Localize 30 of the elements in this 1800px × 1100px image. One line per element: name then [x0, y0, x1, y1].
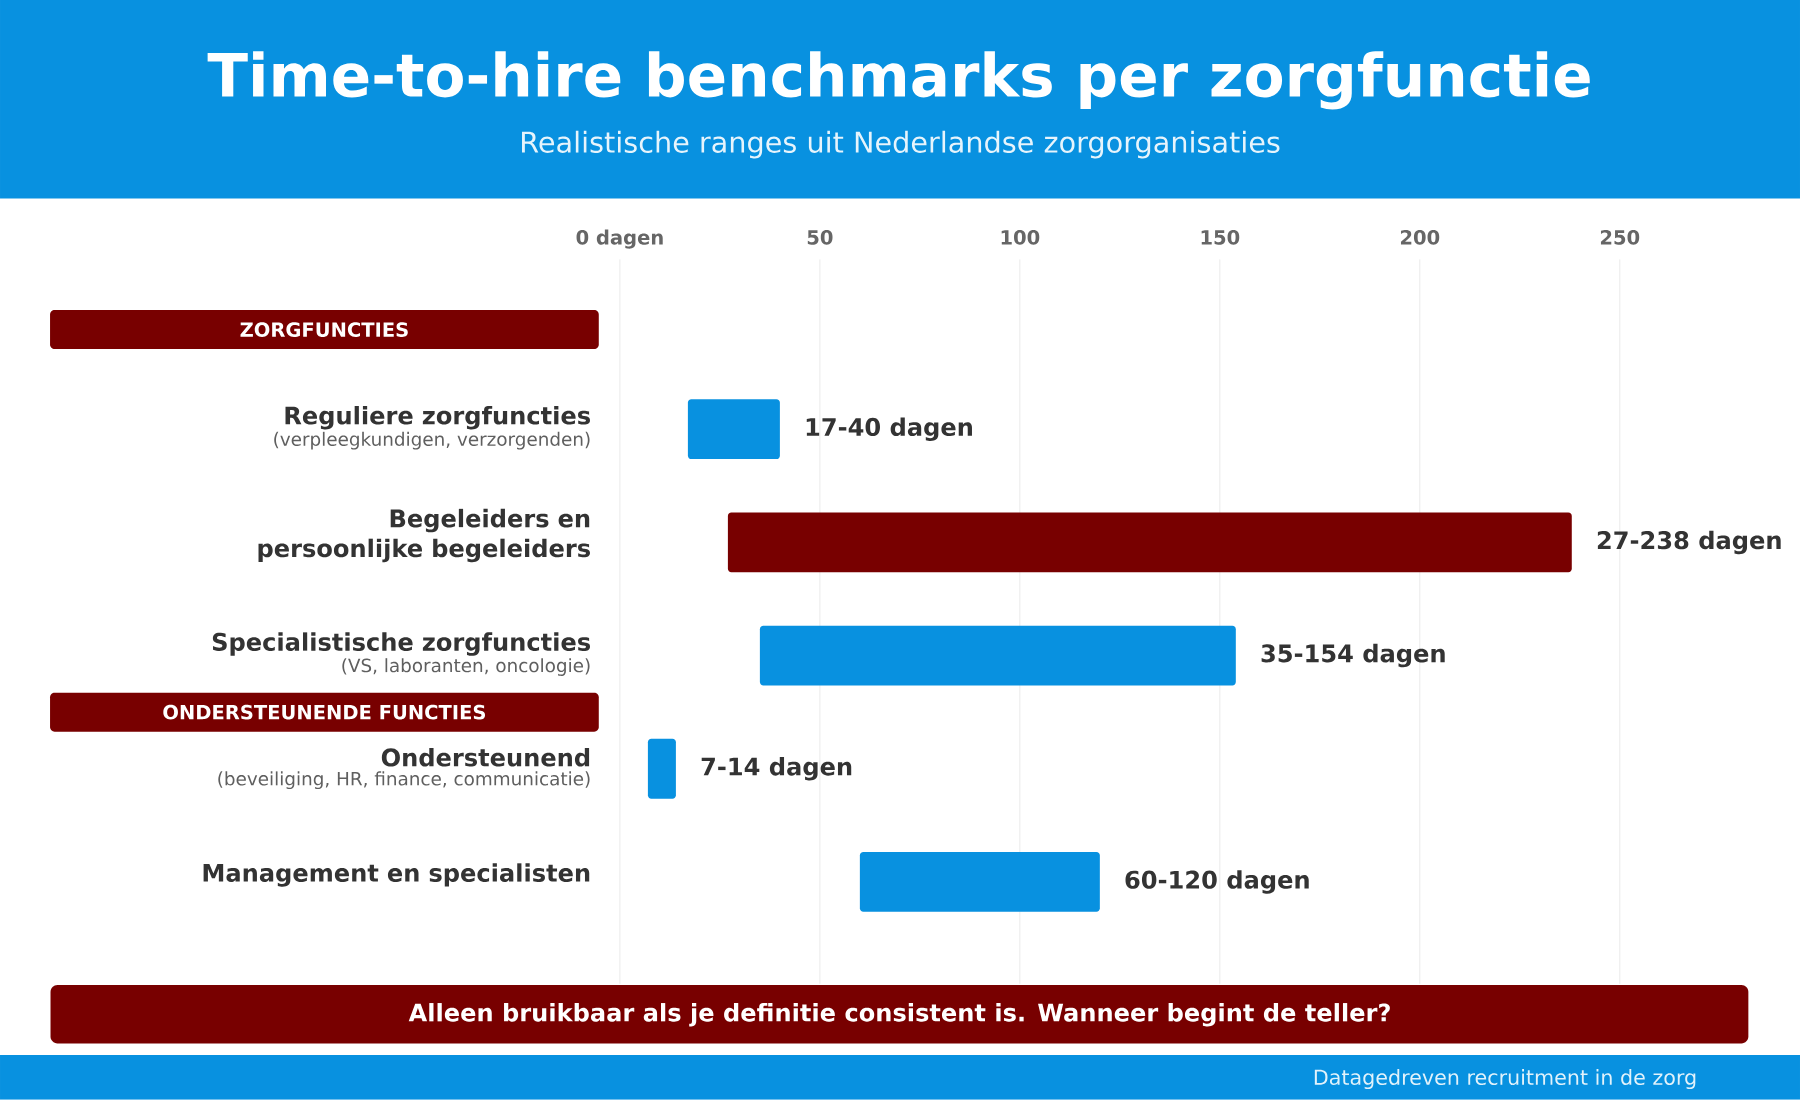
text: ONDERSTEUNENDE FUNCTIES — [163, 704, 486, 720]
x-tick-label: 250 — [1600, 230, 1640, 245]
bar — [727, 512, 1572, 573]
data-label: 27-238 dagen — [1597, 530, 1781, 555]
x-tick-label: 200 — [1400, 230, 1440, 245]
data-label: 60-120 dagen — [1125, 870, 1309, 894]
chart-subtitle: Realistische ranges uit Nederlandse zorgorganisaties — [522, 130, 1280, 159]
x-tick-label: 100 — [1001, 230, 1040, 245]
data-label: 35-154 dagen — [1261, 643, 1445, 668]
data-label: 7-14 dagen — [701, 757, 852, 781]
x-tick-label: 0 dagen — [576, 229, 663, 249]
text: (VS, laboranten, oncologie) — [342, 658, 590, 677]
bar — [759, 625, 1236, 686]
text: Datagedreven recruitment in de zorg — [1314, 1069, 1696, 1090]
y-tick-label: Specialistische zorgfuncties — [212, 632, 591, 656]
y-tick-label: Ondersteunend — [381, 748, 590, 767]
chart-title: Time-to-hire benchmarks per zorgfunctie — [207, 51, 1590, 110]
text: Alleen bruikbaar als je definitie consistent is. Wanneer begint de teller? — [408, 1003, 1390, 1027]
text: (verpleegkundigen, verzorgenden) — [274, 431, 590, 450]
bar — [647, 739, 676, 799]
x-tick-label: 150 — [1201, 230, 1240, 245]
text: ZORGFUNCTIES — [240, 322, 408, 338]
text: (beveiliging, HR, finance, communicatie) — [218, 771, 590, 790]
bar — [687, 399, 780, 460]
y-tick-label: Reguliere zorgfuncties — [285, 406, 590, 430]
y-tick-label: Begeleiders en persoonlijke begeleiders — [258, 508, 590, 563]
bar — [859, 852, 1100, 912]
x-tick-label: 50 — [807, 230, 833, 245]
y-tick-label: Management en specialisten — [203, 863, 590, 887]
data-label: 17-40 dagen — [806, 417, 972, 442]
